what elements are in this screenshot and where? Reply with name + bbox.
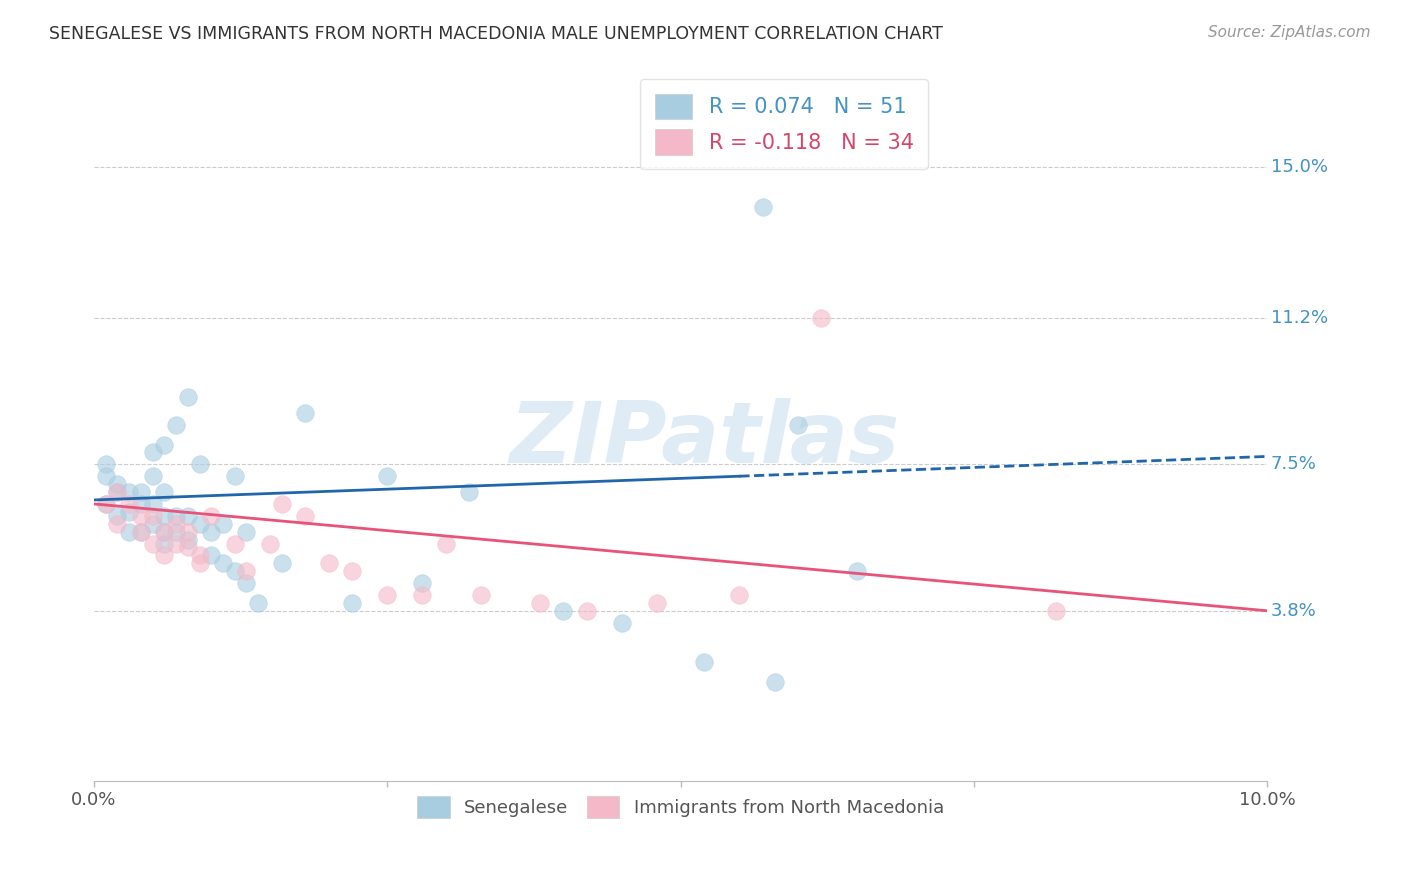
Point: [259, 536, 281, 550]
Point: [810, 310, 832, 325]
Point: [94, 458, 117, 472]
Point: [105, 485, 128, 500]
Point: [142, 469, 165, 483]
Point: [188, 549, 211, 563]
Point: [645, 596, 668, 610]
Point: [129, 497, 152, 511]
Text: ZIPatlas: ZIPatlas: [509, 398, 900, 481]
Point: [200, 549, 222, 563]
Text: SENEGALESE VS IMMIGRANTS FROM NORTH MACEDONIA MALE UNEMPLOYMENT CORRELATION CHAR: SENEGALESE VS IMMIGRANTS FROM NORTH MACE…: [49, 25, 943, 43]
Point: [434, 536, 457, 550]
Point: [142, 445, 165, 459]
Point: [105, 516, 128, 531]
Point: [142, 508, 165, 523]
Point: [165, 524, 187, 539]
Point: [188, 516, 211, 531]
Point: [165, 536, 187, 550]
Point: [118, 505, 141, 519]
Point: [94, 469, 117, 483]
Point: [1045, 604, 1067, 618]
Point: [575, 604, 598, 618]
Point: [142, 516, 165, 531]
Text: 7.5%: 7.5%: [1271, 455, 1317, 474]
Point: [129, 524, 152, 539]
Point: [235, 576, 257, 591]
Text: 11.2%: 11.2%: [1271, 309, 1329, 326]
Point: [153, 536, 176, 550]
Point: [270, 497, 292, 511]
Point: [153, 549, 176, 563]
Point: [235, 524, 257, 539]
Point: [270, 556, 292, 570]
Point: [153, 437, 176, 451]
Point: [188, 458, 211, 472]
Text: 3.8%: 3.8%: [1271, 602, 1316, 620]
Point: [118, 497, 141, 511]
Point: [129, 485, 152, 500]
Point: [728, 588, 751, 602]
Point: [224, 469, 246, 483]
Point: [118, 485, 141, 500]
Point: [224, 536, 246, 550]
Point: [153, 524, 176, 539]
Point: [529, 596, 551, 610]
Point: [212, 556, 235, 570]
Point: [165, 417, 187, 432]
Point: [787, 417, 810, 432]
Point: [294, 406, 316, 420]
Point: [375, 588, 398, 602]
Point: [235, 564, 257, 578]
Point: [411, 588, 433, 602]
Point: [224, 564, 246, 578]
Point: [247, 596, 270, 610]
Point: [752, 200, 775, 214]
Point: [142, 497, 165, 511]
Point: [200, 508, 222, 523]
Point: [153, 524, 176, 539]
Point: [411, 576, 433, 591]
Point: [177, 390, 200, 404]
Point: [94, 497, 117, 511]
Point: [153, 508, 176, 523]
Text: 15.0%: 15.0%: [1271, 159, 1327, 177]
Point: [458, 485, 481, 500]
Point: [610, 615, 633, 630]
Text: Source: ZipAtlas.com: Source: ZipAtlas.com: [1208, 25, 1371, 40]
Point: [129, 524, 152, 539]
Point: [142, 536, 165, 550]
Point: [118, 524, 141, 539]
Point: [177, 533, 200, 547]
Point: [105, 485, 128, 500]
Point: [129, 508, 152, 523]
Point: [200, 524, 222, 539]
Point: [177, 508, 200, 523]
Point: [318, 556, 340, 570]
Point: [212, 516, 235, 531]
Point: [375, 469, 398, 483]
Point: [553, 604, 575, 618]
Point: [188, 556, 211, 570]
Point: [177, 524, 200, 539]
Point: [845, 564, 868, 578]
Legend: Senegalese, Immigrants from North Macedonia: Senegalese, Immigrants from North Macedo…: [411, 789, 950, 825]
Point: [294, 508, 316, 523]
Point: [340, 564, 363, 578]
Point: [763, 675, 786, 690]
Point: [94, 497, 117, 511]
Point: [105, 508, 128, 523]
Point: [165, 516, 187, 531]
Point: [340, 596, 363, 610]
Point: [105, 477, 128, 491]
Point: [693, 655, 716, 669]
Point: [177, 541, 200, 555]
Point: [165, 508, 187, 523]
Point: [470, 588, 492, 602]
Point: [153, 485, 176, 500]
